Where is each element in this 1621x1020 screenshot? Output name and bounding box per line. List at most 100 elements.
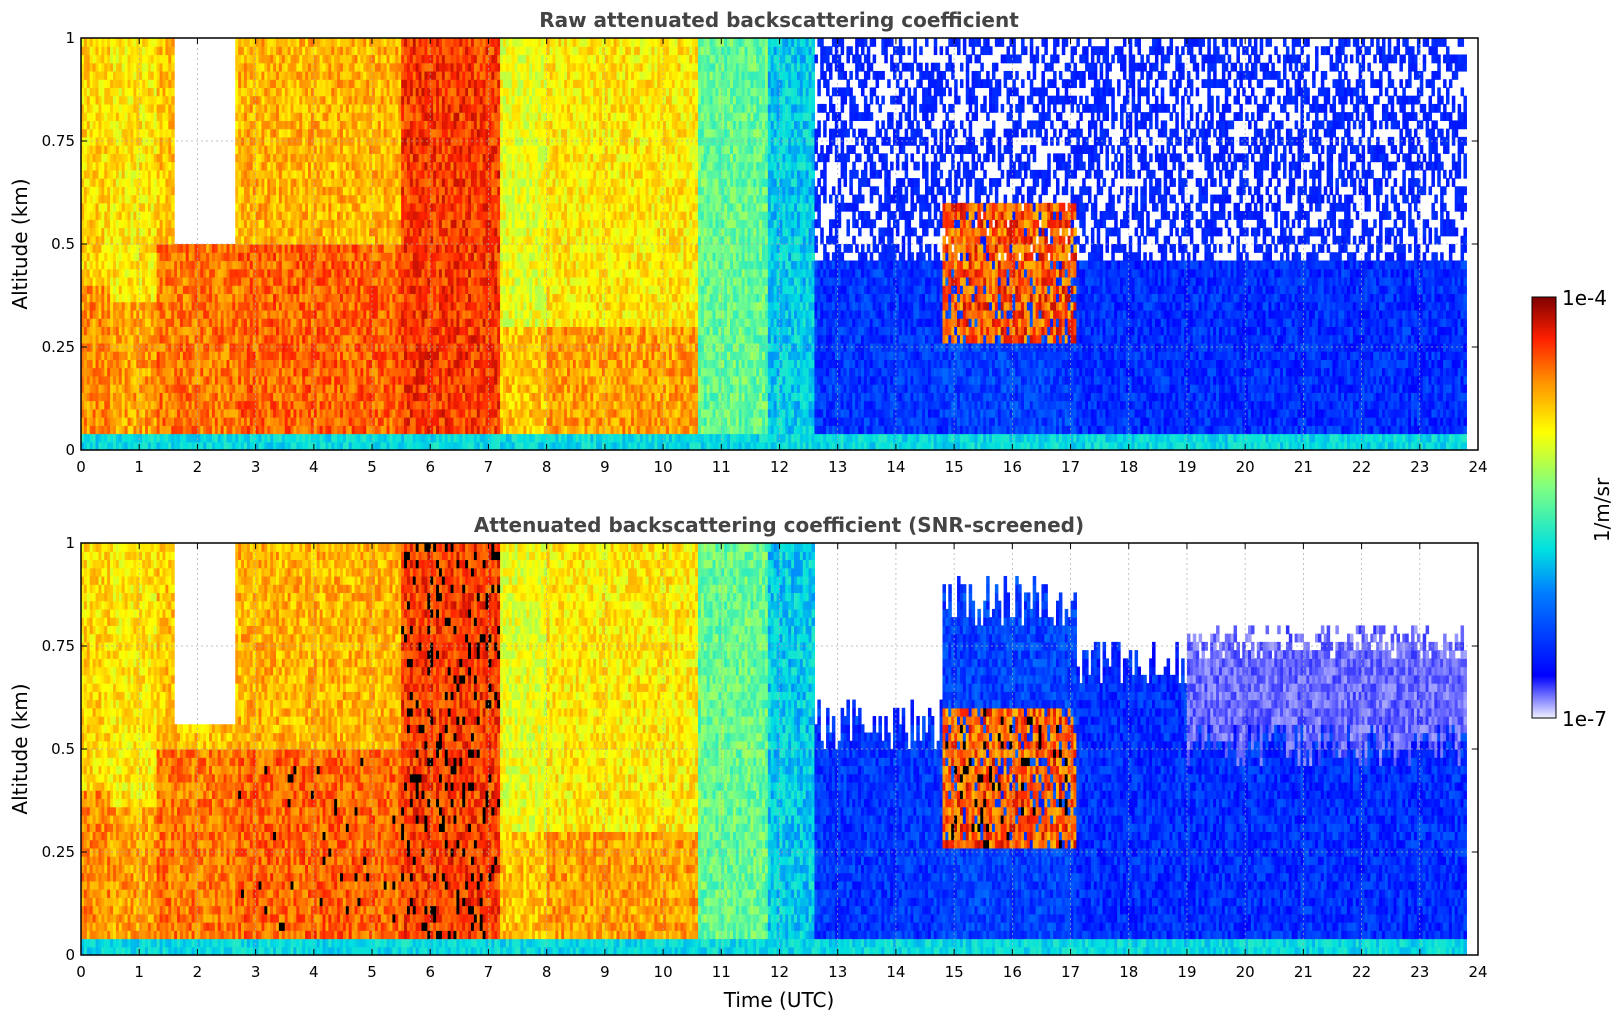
heatmap-cell	[203, 334, 207, 344]
heatmap-cell	[130, 219, 134, 229]
heatmap-cell	[238, 153, 242, 163]
heatmap-cell	[115, 392, 120, 402]
heatmap-cell	[121, 219, 126, 229]
heatmap-cell	[325, 252, 329, 262]
heatmap-cell	[313, 128, 318, 138]
heatmap-cell	[113, 318, 117, 327]
heatmap-cell	[156, 367, 161, 377]
heatmap-cell	[302, 169, 306, 179]
heatmap-cell	[296, 120, 300, 130]
heatmap-cell	[101, 128, 105, 138]
heatmap-cell	[302, 153, 306, 163]
heatmap-cell	[168, 326, 172, 336]
heatmap-cell	[159, 227, 164, 237]
heatmap-cell	[147, 441, 152, 450]
heatmap-cell	[177, 276, 181, 286]
heatmap-cell	[316, 161, 321, 171]
heatmap-cell	[133, 79, 137, 89]
heatmap-cell	[156, 400, 161, 410]
heatmap-cell	[238, 120, 242, 130]
heatmap-cell	[276, 417, 280, 426]
heatmap-cell	[328, 400, 332, 410]
heatmap-cell	[121, 186, 126, 196]
heatmap-cell	[328, 178, 332, 187]
heatmap-cell	[249, 103, 254, 113]
heatmap-cell	[299, 38, 303, 47]
heatmap-cell	[110, 194, 114, 204]
heatmap-cell	[83, 384, 88, 393]
heatmap-cell	[124, 441, 129, 450]
heatmap-cell	[328, 260, 332, 270]
heatmap-cell	[81, 219, 85, 229]
heatmap-cell	[246, 351, 251, 360]
heatmap-cell	[232, 342, 236, 352]
heatmap-cell	[235, 95, 239, 105]
heatmap-cell	[86, 260, 91, 270]
heatmap-cell	[246, 326, 251, 336]
heatmap-cell	[331, 276, 335, 286]
heatmap-cell	[171, 169, 175, 179]
heatmap-cell	[322, 79, 327, 89]
heatmap-cell	[246, 235, 251, 245]
heatmap-cell	[249, 70, 254, 80]
heatmap-cell	[142, 318, 146, 327]
heatmap-cell	[258, 301, 263, 311]
heatmap-cell	[232, 252, 236, 262]
heatmap-cell	[168, 145, 172, 154]
heatmap-cell	[328, 392, 332, 402]
heatmap-cell	[177, 392, 181, 402]
heatmap-cell	[325, 425, 329, 435]
heatmap-cell	[299, 326, 303, 336]
heatmap-cell	[293, 95, 297, 105]
heatmap-cell	[255, 169, 260, 179]
heatmap-cell	[316, 268, 321, 278]
heatmap-cell	[115, 62, 120, 72]
heatmap-cell	[284, 103, 289, 113]
heatmap-cell	[238, 211, 242, 220]
heatmap-cell	[252, 136, 257, 146]
heatmap-cell	[92, 244, 97, 253]
heatmap-cell	[325, 227, 329, 237]
heatmap-cell	[302, 392, 306, 402]
heatmap-cell	[293, 186, 297, 196]
heatmap-cell	[209, 309, 213, 319]
heatmap-cell	[104, 87, 108, 97]
heatmap-cell	[191, 318, 196, 327]
heatmap-cell	[136, 301, 140, 311]
heatmap-cell	[121, 326, 126, 336]
heatmap-cell	[185, 268, 190, 278]
heatmap-cell	[113, 425, 117, 435]
heatmap-cell	[264, 186, 268, 196]
heatmap-cell	[118, 334, 123, 344]
heatmap-cell	[308, 351, 312, 360]
heatmap-cell	[293, 120, 297, 130]
heatmap-cell	[270, 351, 274, 360]
heatmap-cell	[107, 235, 111, 245]
heatmap-cell	[267, 79, 271, 89]
heatmap-cell	[211, 425, 216, 435]
heatmap-cell	[220, 252, 225, 262]
heatmap-cell	[252, 285, 257, 295]
heatmap-cell	[316, 145, 321, 154]
heatmap-cell	[203, 351, 207, 360]
heatmap-cell	[287, 194, 292, 204]
heatmap-cell	[150, 326, 155, 336]
heatmap-cell	[165, 54, 169, 64]
heatmap-cell	[235, 375, 239, 385]
heatmap-cell	[168, 227, 172, 237]
heatmap-cell	[235, 268, 239, 278]
heatmap-cell	[98, 87, 102, 97]
heatmap-cell	[302, 54, 306, 64]
heatmap-cell	[101, 54, 105, 64]
heatmap-cell	[331, 408, 335, 418]
heatmap-cell	[101, 334, 105, 344]
heatmap-cell	[104, 268, 108, 278]
heatmap-cell	[241, 120, 245, 130]
heatmap-cell	[156, 260, 161, 270]
heatmap-cell	[270, 252, 274, 262]
heatmap-cell	[139, 62, 143, 72]
heatmap-cell	[270, 70, 274, 80]
heatmap-cell	[238, 334, 242, 344]
heatmap-cell	[270, 400, 274, 410]
heatmap-cell	[168, 334, 172, 344]
